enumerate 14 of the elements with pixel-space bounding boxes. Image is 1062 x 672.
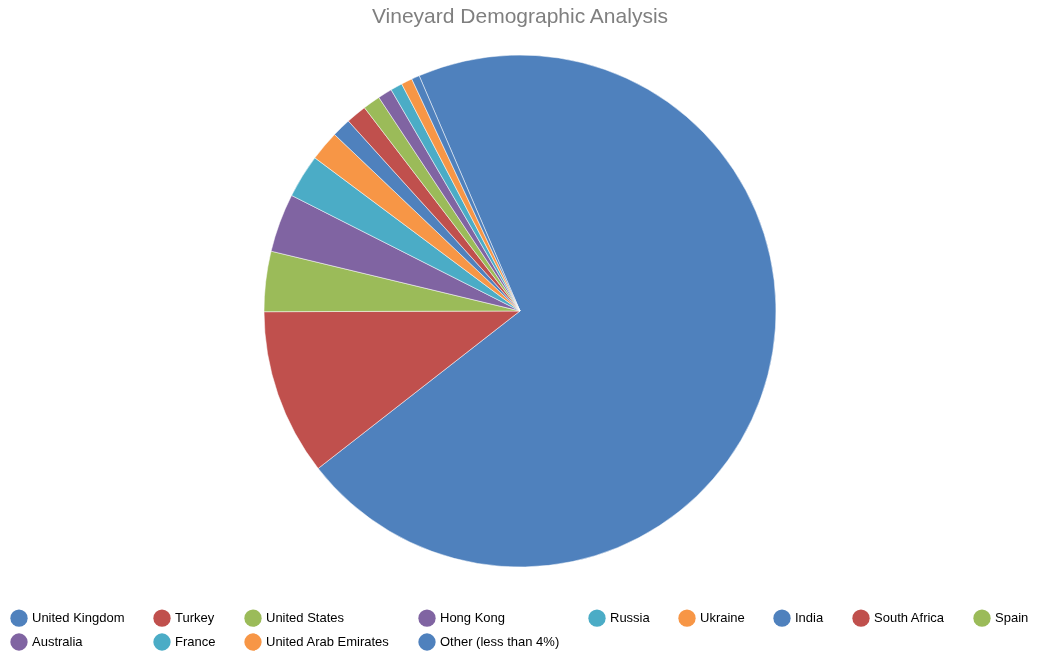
legend-label: Hong Kong (440, 610, 506, 626)
legend-label: India (795, 610, 824, 626)
legend-label: Russia (610, 610, 651, 626)
chart-title: Vineyard Demographic Analysis (371, 4, 669, 27)
legend-label: France (175, 634, 216, 649)
legend-label: Australia (32, 634, 84, 649)
legend-label: United States (266, 610, 345, 626)
legend-label: Turkey (175, 610, 215, 626)
legend-label: Spain (995, 610, 1029, 626)
legend-label: Ukraine (700, 610, 745, 626)
legend-label: South Africa (874, 610, 945, 626)
legend-label: United Arab Emirates (266, 634, 390, 649)
legend-label: United Kingdom (32, 610, 125, 626)
legend-label: Other (less than 4%) (440, 634, 560, 649)
